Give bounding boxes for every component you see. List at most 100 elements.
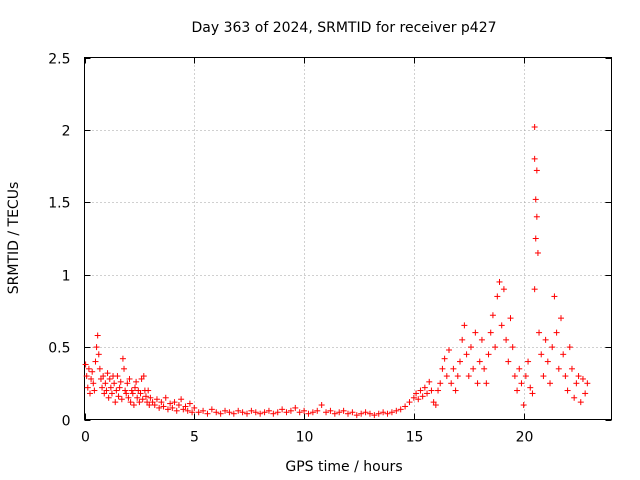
x-axis-label: GPS time / hours bbox=[285, 459, 402, 475]
data-point bbox=[532, 196, 539, 203]
data-point bbox=[542, 336, 549, 343]
data-point bbox=[478, 336, 485, 343]
data-point bbox=[459, 336, 466, 343]
data-point bbox=[217, 410, 224, 417]
data-point bbox=[252, 409, 259, 416]
data-point bbox=[532, 235, 539, 242]
data-point bbox=[428, 387, 435, 394]
data-point bbox=[129, 390, 136, 397]
data-point bbox=[257, 410, 264, 417]
data-point bbox=[485, 351, 492, 358]
data-point bbox=[122, 387, 129, 394]
data-point bbox=[454, 373, 461, 380]
data-point bbox=[226, 409, 233, 416]
data-point bbox=[314, 407, 321, 414]
data-point bbox=[123, 390, 130, 397]
data-point bbox=[274, 409, 281, 416]
data-point bbox=[487, 329, 494, 336]
data-point bbox=[292, 404, 299, 411]
data-point bbox=[426, 378, 433, 385]
data-point bbox=[94, 332, 101, 339]
data-point bbox=[93, 344, 100, 351]
data-point bbox=[156, 404, 163, 411]
y-tick-label: 0.5 bbox=[48, 341, 70, 357]
data-point bbox=[182, 403, 189, 410]
data-point bbox=[83, 373, 90, 380]
data-point bbox=[525, 358, 532, 365]
chart-title: Day 363 of 2024, SRMTID for receiver p42… bbox=[191, 20, 496, 36]
data-point bbox=[380, 409, 387, 416]
data-point bbox=[204, 410, 211, 417]
data-point bbox=[175, 402, 182, 409]
data-point bbox=[111, 380, 118, 387]
data-point bbox=[448, 380, 455, 387]
data-point bbox=[108, 390, 115, 397]
data-point bbox=[522, 373, 529, 380]
data-point bbox=[318, 402, 325, 409]
data-point bbox=[474, 380, 481, 387]
data-point bbox=[125, 394, 132, 401]
data-point bbox=[146, 402, 153, 409]
data-point bbox=[164, 406, 171, 413]
data-point bbox=[124, 380, 131, 387]
data-point bbox=[305, 410, 312, 417]
data-point bbox=[551, 293, 558, 300]
plot-frame bbox=[84, 57, 612, 420]
data-point bbox=[89, 368, 96, 375]
data-point bbox=[222, 407, 229, 414]
data-point bbox=[516, 365, 523, 372]
data-point bbox=[248, 407, 255, 414]
data-point bbox=[494, 293, 501, 300]
data-point bbox=[128, 387, 135, 394]
y-tick-label: 0 bbox=[62, 414, 71, 430]
data-point bbox=[151, 402, 158, 409]
data-point bbox=[117, 378, 124, 385]
data-point bbox=[195, 409, 202, 416]
data-point bbox=[213, 409, 220, 416]
data-point bbox=[99, 384, 106, 391]
data-point bbox=[560, 351, 567, 358]
data-point bbox=[116, 384, 123, 391]
data-point bbox=[91, 387, 98, 394]
data-point bbox=[127, 399, 134, 406]
data-point bbox=[186, 400, 193, 407]
data-point bbox=[388, 409, 395, 416]
data-point bbox=[534, 249, 541, 256]
data-point bbox=[547, 380, 554, 387]
x-tick-label: 0 bbox=[81, 430, 90, 446]
axis-ticks: 0 0.5 1 1.5 2 2.5 0 5 10 15 20 bbox=[48, 52, 612, 446]
data-point bbox=[230, 410, 237, 417]
y-tick-label: 2.5 bbox=[48, 52, 70, 68]
x-tick-label: 20 bbox=[516, 430, 534, 446]
data-point bbox=[467, 344, 474, 351]
data-point bbox=[492, 344, 499, 351]
data-point bbox=[105, 394, 112, 401]
data-point bbox=[85, 365, 92, 372]
data-point bbox=[417, 387, 424, 394]
data-point bbox=[481, 365, 488, 372]
data-point bbox=[136, 399, 143, 406]
data-point bbox=[531, 286, 538, 293]
data-point bbox=[261, 409, 268, 416]
data-point bbox=[366, 410, 373, 417]
data-point bbox=[555, 365, 562, 372]
data-point bbox=[461, 322, 468, 329]
data-point bbox=[375, 410, 382, 417]
data-point bbox=[178, 396, 185, 403]
data-point bbox=[413, 390, 420, 397]
data-point bbox=[279, 406, 286, 413]
data-point bbox=[162, 394, 169, 401]
y-axis-label: SRMTID / TECUs bbox=[6, 182, 22, 295]
data-point bbox=[540, 373, 547, 380]
data-point bbox=[84, 384, 91, 391]
data-point bbox=[104, 370, 111, 377]
data-point bbox=[147, 394, 154, 401]
data-point bbox=[463, 351, 470, 358]
data-point bbox=[443, 373, 450, 380]
data-point bbox=[189, 409, 196, 416]
data-point bbox=[518, 380, 525, 387]
x-tick-label: 10 bbox=[296, 430, 314, 446]
data-point bbox=[96, 365, 103, 372]
data-point bbox=[536, 329, 543, 336]
